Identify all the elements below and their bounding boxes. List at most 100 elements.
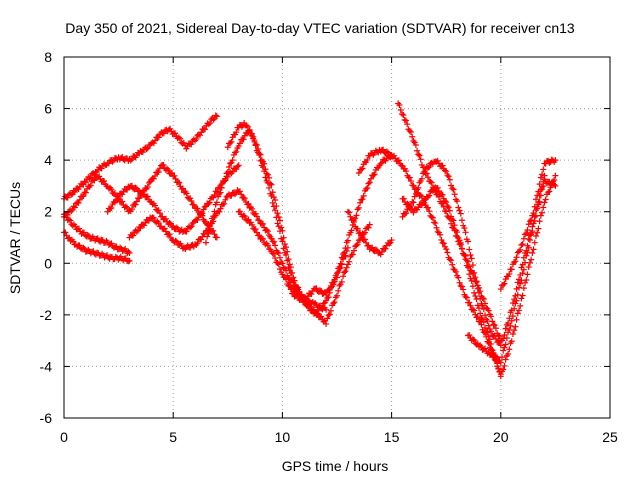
data-point bbox=[364, 185, 371, 192]
data-point bbox=[502, 325, 509, 332]
data-point bbox=[471, 289, 478, 296]
data-point bbox=[443, 208, 450, 215]
data-point bbox=[194, 205, 201, 212]
data-point bbox=[443, 199, 450, 206]
data-point bbox=[71, 204, 78, 211]
data-point bbox=[132, 201, 139, 208]
data-point bbox=[441, 197, 448, 204]
data-point bbox=[403, 168, 410, 175]
series-arc-16 bbox=[497, 156, 559, 293]
data-point bbox=[176, 179, 183, 186]
data-point bbox=[347, 213, 354, 220]
data-point bbox=[491, 322, 498, 329]
data-point bbox=[162, 215, 169, 222]
data-point bbox=[128, 156, 135, 163]
data-point bbox=[336, 263, 343, 270]
data-point bbox=[458, 283, 465, 290]
data-point bbox=[466, 271, 473, 278]
data-point bbox=[467, 251, 474, 258]
data-point bbox=[428, 213, 435, 220]
data-point bbox=[507, 322, 514, 329]
data-point bbox=[469, 270, 476, 277]
data-point bbox=[512, 323, 519, 330]
data-point bbox=[80, 229, 87, 236]
data-point bbox=[207, 119, 214, 126]
data-point bbox=[295, 286, 302, 293]
data-point bbox=[278, 235, 285, 242]
data-point bbox=[235, 162, 242, 169]
data-point bbox=[365, 180, 372, 187]
data-point bbox=[495, 365, 502, 372]
data-point bbox=[70, 238, 77, 245]
series-arc-14 bbox=[399, 172, 559, 380]
data-point bbox=[64, 194, 71, 201]
data-point bbox=[483, 328, 490, 335]
data-point bbox=[308, 291, 315, 298]
data-point bbox=[467, 302, 474, 309]
y-tick-label: -6 bbox=[40, 410, 53, 426]
data-point bbox=[285, 256, 292, 263]
data-point bbox=[330, 281, 337, 288]
data-point bbox=[65, 216, 72, 223]
data-point bbox=[224, 168, 231, 175]
data-point bbox=[551, 181, 558, 188]
data-point bbox=[513, 254, 520, 261]
data-point bbox=[335, 287, 342, 294]
data-point bbox=[404, 121, 411, 128]
data-point bbox=[541, 199, 548, 206]
data-point bbox=[273, 214, 280, 221]
data-point bbox=[511, 259, 518, 266]
data-point bbox=[482, 324, 489, 331]
data-point bbox=[534, 229, 541, 236]
data-point bbox=[525, 264, 532, 271]
data-point bbox=[293, 285, 300, 292]
data-point bbox=[213, 234, 220, 241]
data-point bbox=[223, 170, 230, 177]
data-point bbox=[454, 198, 461, 205]
data-point bbox=[477, 310, 484, 317]
data-point bbox=[286, 267, 293, 274]
y-axis-label: SDTVAR / TECUs bbox=[7, 182, 23, 294]
data-point bbox=[172, 130, 179, 137]
data-point bbox=[280, 245, 287, 252]
data-point bbox=[484, 329, 491, 336]
data-point bbox=[485, 307, 492, 314]
x-tick-label: 15 bbox=[384, 429, 400, 445]
data-point bbox=[263, 226, 270, 233]
data-point bbox=[518, 241, 525, 248]
data-point bbox=[499, 354, 506, 361]
data-point bbox=[449, 185, 456, 192]
data-point bbox=[489, 350, 496, 357]
data-point bbox=[446, 256, 453, 263]
data-point bbox=[188, 223, 195, 230]
data-point bbox=[526, 218, 533, 225]
data-point bbox=[202, 239, 209, 246]
data-point bbox=[111, 190, 118, 197]
data-point bbox=[529, 249, 536, 256]
data-point bbox=[248, 132, 255, 139]
data-point bbox=[534, 192, 541, 199]
data-point bbox=[469, 283, 476, 290]
data-point bbox=[68, 208, 75, 215]
data-point bbox=[458, 245, 465, 252]
data-point bbox=[204, 233, 211, 240]
data-point bbox=[87, 182, 94, 189]
data-point bbox=[518, 295, 525, 302]
data-point bbox=[508, 266, 515, 273]
data-point bbox=[207, 220, 214, 227]
data-point bbox=[361, 236, 368, 243]
data-point bbox=[198, 129, 205, 136]
data-point bbox=[523, 252, 530, 259]
data-point bbox=[318, 305, 325, 312]
data-point bbox=[152, 202, 158, 209]
data-point bbox=[449, 261, 456, 268]
data-point bbox=[338, 278, 345, 285]
data-point bbox=[301, 297, 308, 304]
data-point bbox=[232, 191, 239, 198]
data-point bbox=[391, 152, 398, 159]
data-point bbox=[501, 280, 508, 287]
data-point bbox=[130, 232, 137, 239]
data-point bbox=[371, 171, 378, 178]
data-point bbox=[274, 210, 281, 217]
data-point bbox=[454, 229, 461, 236]
